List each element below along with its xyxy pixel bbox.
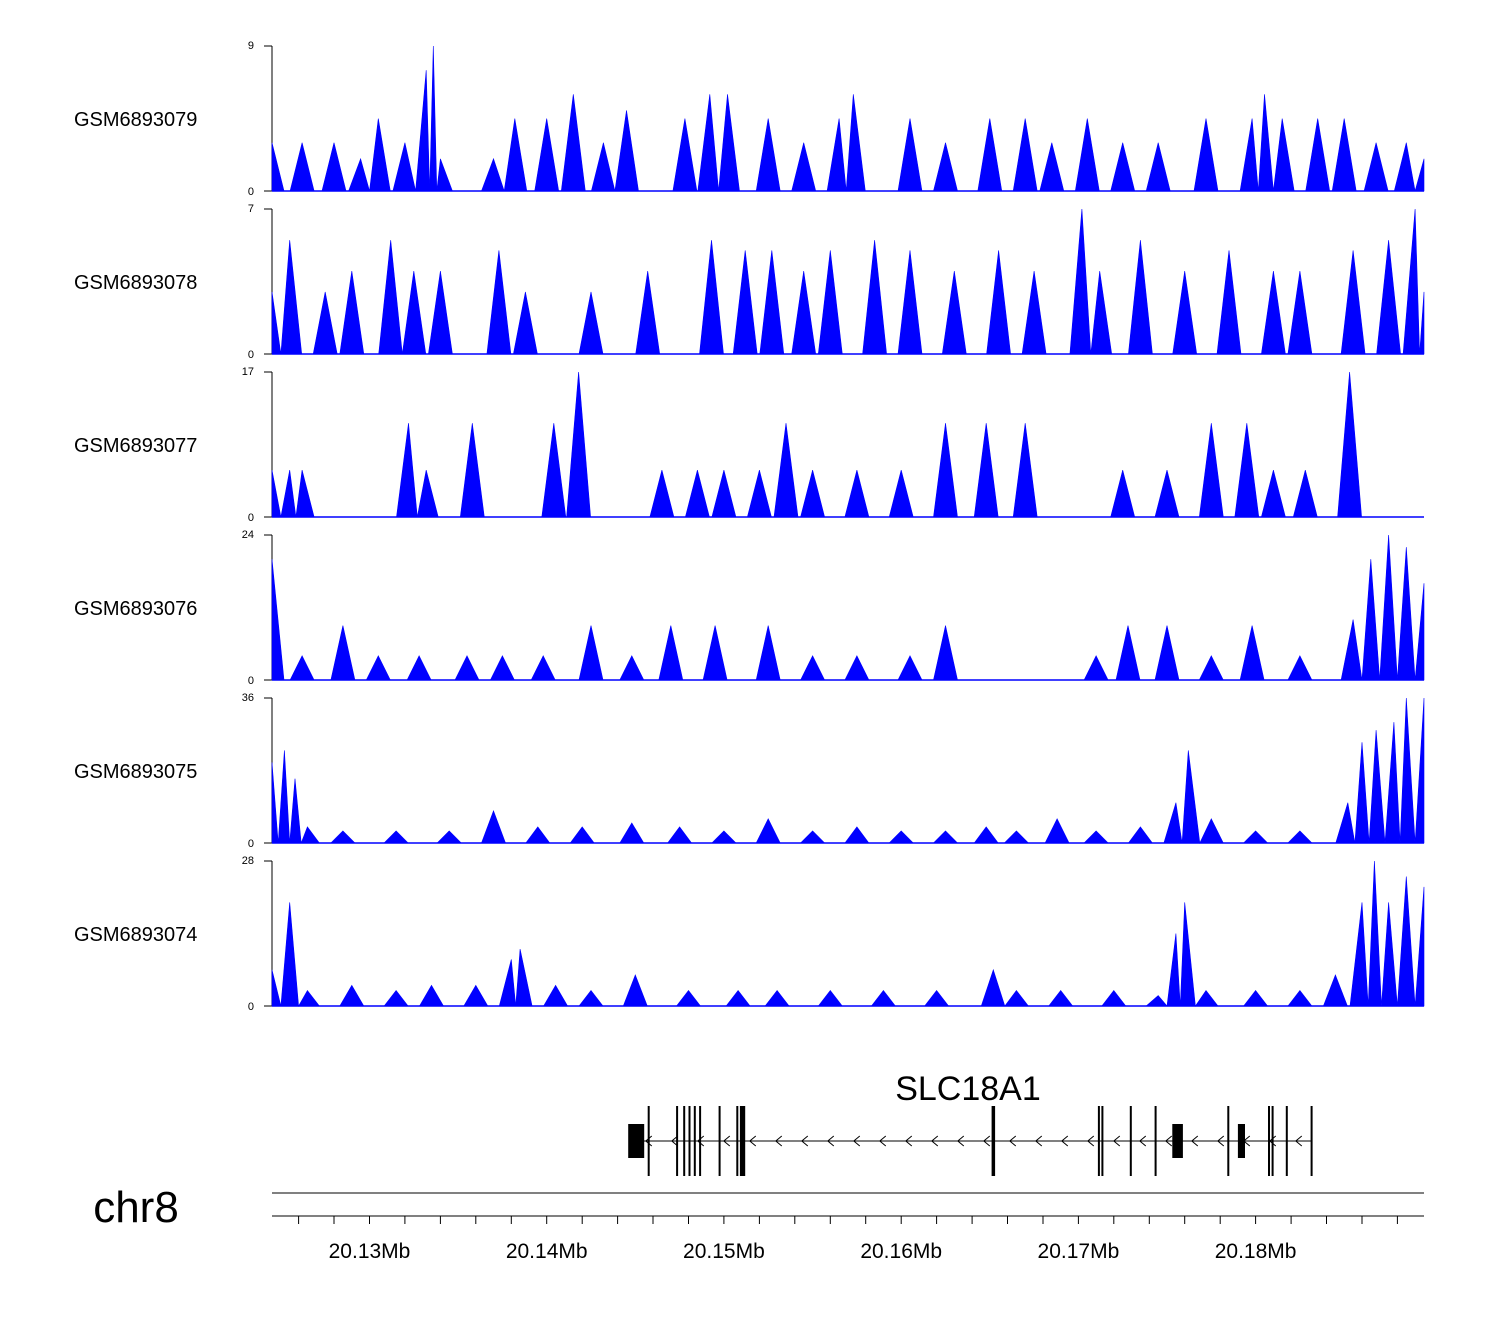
y-axis-max-label: 9 bbox=[248, 40, 254, 52]
gene-name-label: SLC18A1 bbox=[895, 1070, 1041, 1108]
exon bbox=[647, 1106, 650, 1176]
strand-arrow bbox=[1138, 1135, 1147, 1147]
track-GSM6893076: GSM6893076 24 0 bbox=[74, 529, 1425, 687]
strand-arrow bbox=[1112, 1135, 1121, 1147]
track-label: GSM6893074 bbox=[74, 924, 197, 946]
track-label: GSM6893075 bbox=[74, 761, 197, 783]
y-axis-min-label: 0 bbox=[248, 838, 254, 850]
y-axis-max-label: 24 bbox=[242, 529, 254, 541]
strand-arrow bbox=[956, 1135, 965, 1147]
axis-tick-labels: 20.13Mb 20.14Mb 20.15Mb 20.16Mb 20.17Mb 20.18… bbox=[329, 1240, 1297, 1263]
y-axis-max-label: 17 bbox=[242, 366, 254, 378]
strand-arrow bbox=[696, 1135, 705, 1147]
exon bbox=[991, 1106, 996, 1176]
strand-arrow bbox=[852, 1135, 861, 1147]
track-GSM6893079: GSM6893079 9 0 bbox=[74, 40, 1425, 198]
strand-arrow bbox=[1216, 1135, 1225, 1147]
coverage-area bbox=[271, 860, 1425, 1007]
track-GSM6893074: GSM6893074 28 0 bbox=[74, 855, 1425, 1013]
exon bbox=[1129, 1106, 1132, 1176]
strand-arrow bbox=[1034, 1135, 1043, 1147]
exon bbox=[1101, 1106, 1104, 1176]
exon bbox=[1154, 1106, 1157, 1176]
strand-arrow bbox=[748, 1135, 757, 1147]
exon bbox=[1237, 1124, 1245, 1158]
strand-arrow bbox=[800, 1135, 809, 1147]
y-axis-min-label: 0 bbox=[248, 1001, 254, 1013]
strand-arrow bbox=[774, 1135, 783, 1147]
exon bbox=[688, 1106, 691, 1176]
y-axis-min-label: 0 bbox=[248, 675, 254, 687]
y-axis-max-label: 7 bbox=[248, 203, 254, 215]
exon bbox=[628, 1124, 645, 1158]
exon bbox=[1172, 1124, 1183, 1158]
exon bbox=[1310, 1106, 1313, 1176]
genomic-axis: 20.13Mb 20.14Mb 20.15Mb 20.16Mb 20.17Mb 20.18… bbox=[272, 1215, 1424, 1263]
strand-arrow bbox=[1164, 1135, 1173, 1147]
strand-arrow bbox=[982, 1135, 991, 1147]
track-label: GSM6893079 bbox=[74, 109, 197, 131]
coverage-area bbox=[271, 697, 1425, 845]
strand-arrow bbox=[1060, 1135, 1069, 1147]
gene-track: SLC18A1 bbox=[628, 1070, 1313, 1176]
exon bbox=[676, 1106, 679, 1176]
axis-tick-label: 20.13Mb bbox=[329, 1240, 411, 1263]
exon bbox=[1227, 1106, 1230, 1176]
axis-tick-label: 20.18Mb bbox=[1215, 1240, 1297, 1263]
track-label: GSM6893076 bbox=[74, 598, 197, 620]
strand-arrow bbox=[930, 1135, 939, 1147]
chromosome-label: chr8 bbox=[93, 1183, 179, 1232]
strand-arrow bbox=[904, 1135, 913, 1147]
exon bbox=[1268, 1106, 1270, 1176]
strand-arrow bbox=[644, 1135, 653, 1147]
exon bbox=[736, 1106, 739, 1176]
track-label: GSM6893078 bbox=[74, 272, 197, 294]
track-GSM6893075: GSM6893075 36 0 bbox=[74, 692, 1425, 850]
strand-arrow bbox=[878, 1135, 887, 1147]
axis-ticks bbox=[298, 1216, 1398, 1224]
track-GSM6893077: GSM6893077 17 0 bbox=[74, 366, 1424, 524]
y-axis-min-label: 0 bbox=[248, 512, 254, 524]
exon bbox=[1097, 1106, 1100, 1176]
track-GSM6893078: GSM6893078 7 0 bbox=[74, 203, 1425, 361]
strand-arrow bbox=[826, 1135, 835, 1147]
gene-strand-arrows bbox=[644, 1135, 1303, 1147]
exon bbox=[718, 1106, 721, 1176]
coverage-area bbox=[271, 208, 1425, 355]
strand-arrow bbox=[670, 1135, 679, 1147]
axis-tick-label: 20.16Mb bbox=[860, 1240, 942, 1263]
exon bbox=[1271, 1106, 1274, 1176]
y-axis-min-label: 0 bbox=[248, 186, 254, 198]
axis-tick-label: 20.14Mb bbox=[506, 1240, 588, 1263]
coverage-area bbox=[271, 534, 1425, 681]
strand-arrow bbox=[1008, 1135, 1017, 1147]
strand-arrow bbox=[1190, 1135, 1199, 1147]
coverage-tracks: GSM689307990GSM689307870GSM6893077170GSM… bbox=[74, 40, 1425, 1013]
track-label: GSM6893077 bbox=[74, 435, 197, 457]
exon bbox=[699, 1106, 702, 1176]
exon bbox=[693, 1106, 696, 1176]
y-axis-max-label: 28 bbox=[242, 855, 254, 867]
y-axis-max-label: 36 bbox=[242, 692, 254, 704]
y-axis-min-label: 0 bbox=[248, 349, 254, 361]
strand-arrow bbox=[1294, 1135, 1303, 1147]
axis-tick-label: 20.15Mb bbox=[683, 1240, 765, 1263]
coverage-area bbox=[271, 371, 1424, 518]
strand-arrow bbox=[1086, 1135, 1095, 1147]
exon bbox=[739, 1106, 746, 1176]
gene-exons bbox=[628, 1106, 1313, 1176]
coverage-area bbox=[271, 45, 1425, 192]
strand-arrow bbox=[722, 1135, 731, 1147]
exon bbox=[683, 1106, 686, 1176]
exon bbox=[1285, 1106, 1288, 1176]
axis-tick-label: 20.17Mb bbox=[1038, 1240, 1120, 1263]
